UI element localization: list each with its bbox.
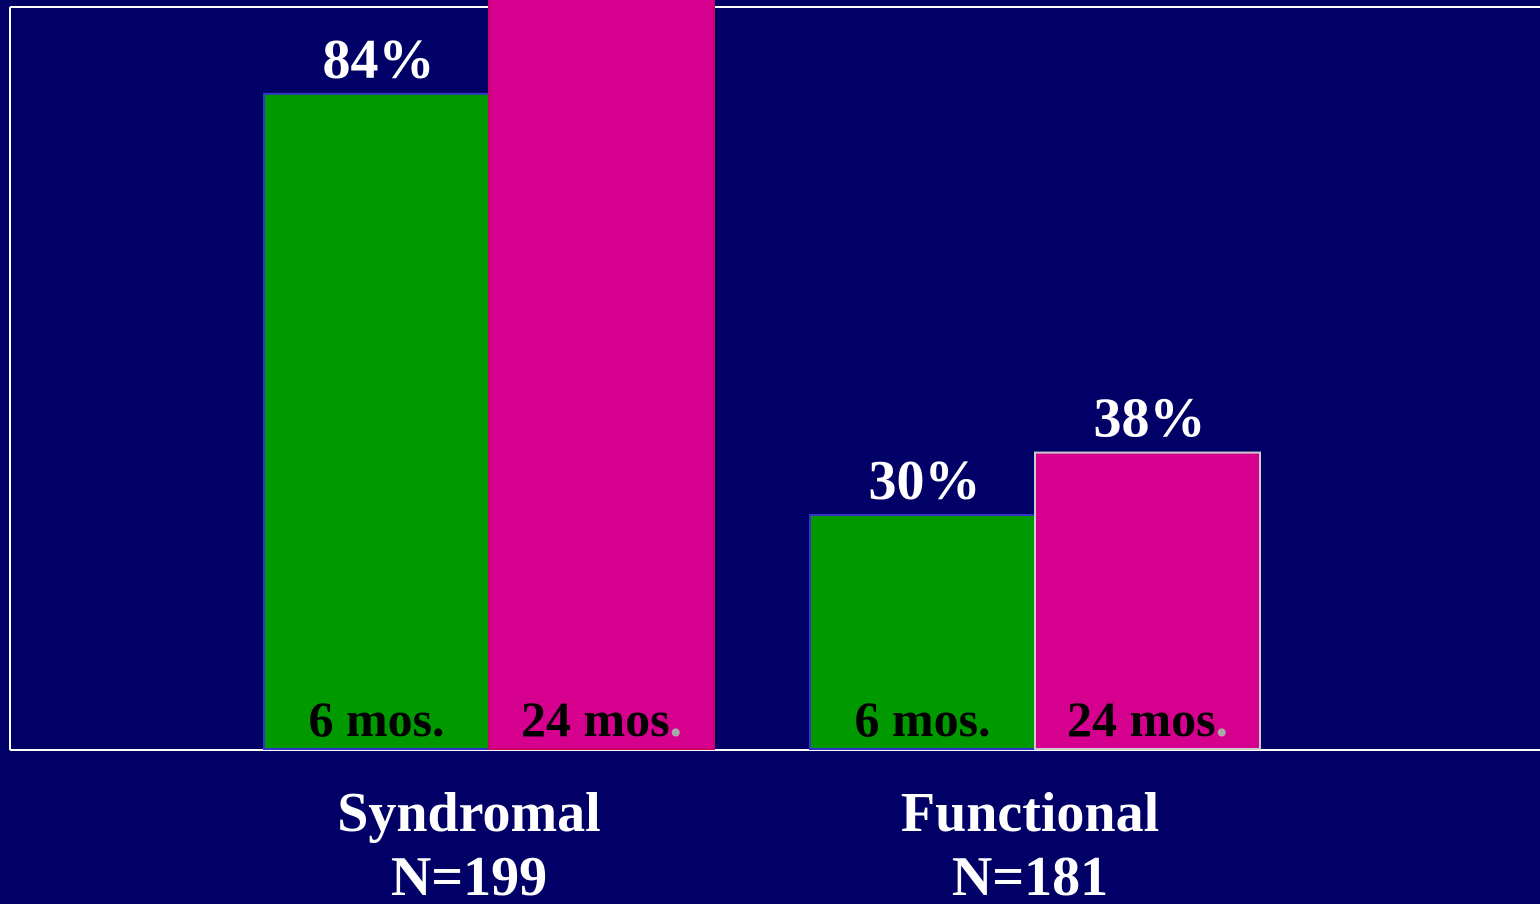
value-label: 30% (869, 450, 981, 512)
bar-functional-24mos (1034, 451, 1261, 750)
value-label: 38% (1094, 388, 1206, 450)
category-label: Syndromal (337, 782, 600, 844)
bar-period-label: 6 mos. (308, 691, 444, 747)
category-label: Functional (901, 782, 1159, 844)
labels-layer: 84%6 mos.98%24 mos.30%6 mos.38%24 mos. (308, 29, 1228, 747)
bar-period-label: 24 mos. (1067, 691, 1228, 747)
bars-layer (263, 0, 1261, 751)
value-label: 84% (323, 29, 435, 91)
category-n-label: N=181 (952, 846, 1108, 899)
bar-period-label: 6 mos. (854, 691, 990, 747)
category-n-label: N=199 (391, 846, 547, 899)
bar-syndromal-6mos (263, 92, 490, 751)
bar-period-label: 24 mos. (521, 691, 682, 747)
bar-functional-6mos (809, 514, 1036, 750)
bar-syndromal-24mos (488, 0, 715, 751)
